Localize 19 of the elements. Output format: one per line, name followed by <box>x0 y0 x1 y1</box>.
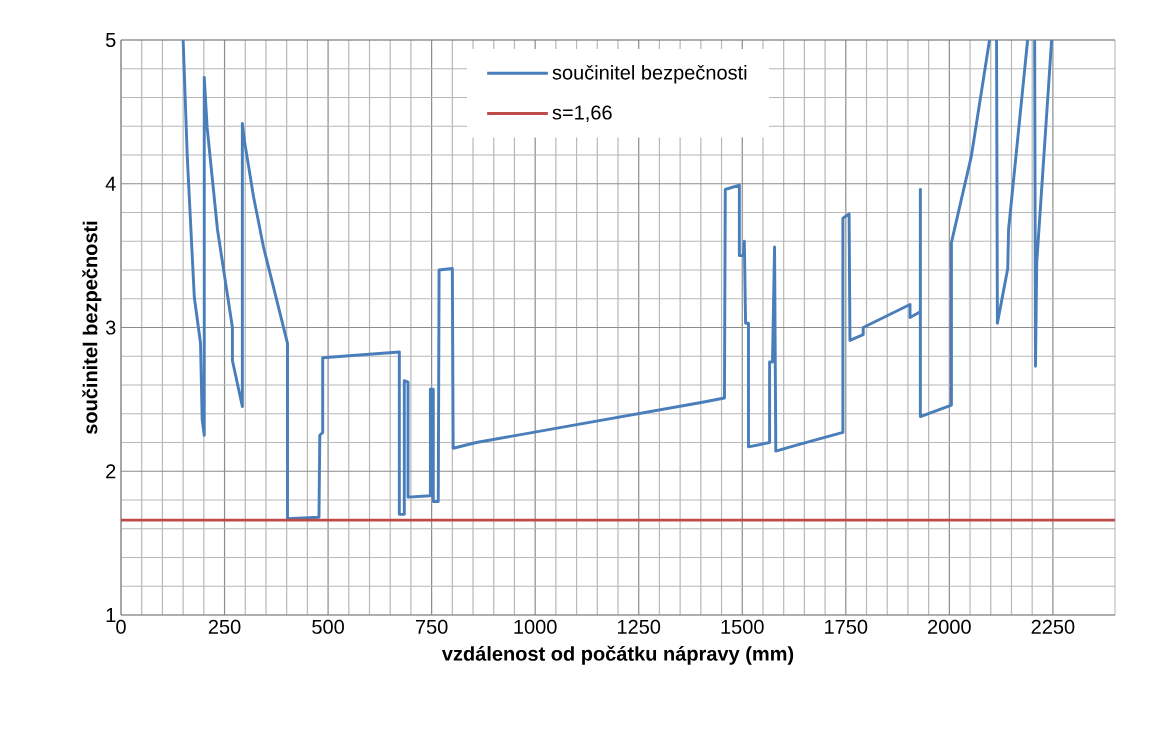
x-tick-label: 1750 <box>825 619 868 634</box>
legend-label: součinitel bezpečnosti <box>552 64 747 84</box>
x-tick-label: 250 <box>208 619 241 634</box>
x-tick-label: 1000 <box>514 619 557 634</box>
x-tick-label: 1500 <box>721 619 764 634</box>
y-tick-label: 2 <box>106 464 116 479</box>
x-tick-label: 2000 <box>928 619 971 634</box>
x-tick-label: 1250 <box>617 619 661 634</box>
x-tick-label: 750 <box>415 619 448 634</box>
legend-label: s=1,66 <box>552 105 612 122</box>
x-axis-title: vzdálenost od počátku nápravy (mm) <box>441 645 794 665</box>
x-tick-label: 2250 <box>1031 619 1075 634</box>
y-tick-label: 1 <box>106 608 116 622</box>
x-tick-label: 500 <box>312 619 344 634</box>
y-axis-title: součinitel bezpečnosti <box>82 221 102 435</box>
y-tick-label: 3 <box>105 320 116 335</box>
y-tick-label: 4 <box>105 176 116 191</box>
y-tick-label: 5 <box>105 33 116 47</box>
x-tick-label: 0 <box>116 619 126 634</box>
